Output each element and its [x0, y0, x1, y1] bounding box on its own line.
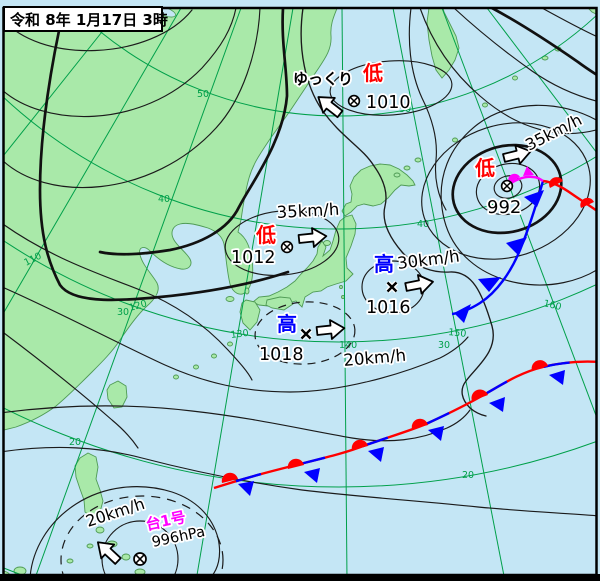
- lat-label: 40: [158, 194, 170, 205]
- ryukyu-island: [193, 364, 199, 370]
- izu-island: [339, 285, 343, 289]
- lon-label: 160: [542, 298, 562, 313]
- typhoon-center-icon: [133, 552, 147, 566]
- kuril-island: [393, 172, 401, 178]
- kuril-island: [414, 157, 422, 163]
- bottom-bar: [0, 574, 600, 581]
- island: [86, 543, 94, 549]
- high-symbol-label: 高: [374, 252, 394, 276]
- kyushu: [239, 299, 261, 331]
- luzon: [74, 452, 104, 518]
- system-symbols: [90, 88, 534, 569]
- high-center-icon: [299, 327, 313, 341]
- occluded-front: [505, 166, 544, 188]
- lat-label: 50: [399, 104, 411, 115]
- low-center-icon: [280, 240, 294, 254]
- high-1018-dashed-ring: [254, 301, 356, 365]
- island: [66, 558, 74, 564]
- low-symbol-label: 低: [362, 61, 383, 85]
- lat-label: 20: [69, 437, 81, 448]
- pressure-value: 1010: [366, 93, 411, 113]
- pressure-value: 992: [487, 197, 521, 218]
- island: [95, 526, 105, 534]
- ryukyu-island: [173, 374, 179, 380]
- sado: [323, 240, 331, 246]
- shikoku: [265, 296, 294, 311]
- title-box: 令和 8年 1月17日 3時: [3, 6, 168, 32]
- cold-front: [451, 180, 545, 323]
- speed-label: 35km/h: [276, 200, 340, 222]
- speed-label: ゆっくり: [293, 70, 353, 88]
- kuril-island: [541, 55, 549, 61]
- stationary-front: [213, 360, 597, 496]
- lon-label: 140: [339, 340, 357, 351]
- typhoon-wind-area-circle: [60, 495, 224, 576]
- lon-label: 130: [230, 328, 249, 341]
- cheju: [225, 296, 235, 302]
- lat-label: 50: [197, 89, 209, 100]
- lat-label: 20: [462, 470, 474, 481]
- chart-date-title: 令和 8年 1月17日 3時: [10, 11, 168, 29]
- kuril-island: [482, 102, 488, 108]
- lat-label: 30: [117, 307, 129, 318]
- taiwan: [106, 380, 128, 409]
- low-center-icon: [347, 94, 361, 108]
- high-symbol-label: 高: [277, 312, 297, 336]
- kuril-island: [403, 165, 411, 171]
- lon-label: 150: [448, 327, 467, 340]
- pressure-value: 1012: [231, 248, 276, 268]
- low-symbol-label: 低: [474, 156, 495, 180]
- high-center-icon: [385, 280, 399, 294]
- fronts: [213, 166, 597, 496]
- pressure-value: 1018: [259, 345, 304, 365]
- island: [121, 553, 131, 561]
- ryukyu-island: [211, 353, 217, 359]
- ryukyu-island: [227, 341, 233, 347]
- low-symbol-label: 低: [255, 223, 276, 247]
- grid-labels: 50 50 40 40 30 30 20 20 110 120 130 140 …: [22, 89, 562, 481]
- lat-label: 30: [438, 340, 450, 351]
- kuril-island: [452, 137, 458, 143]
- lat-label: 40: [417, 219, 429, 230]
- warm-front: [542, 177, 597, 213]
- low-center-icon: [500, 179, 514, 193]
- kuril-island: [512, 75, 518, 81]
- pressure-value: 1016: [366, 298, 411, 318]
- isobars: [3, 7, 597, 576]
- lon-label: 120: [128, 298, 148, 314]
- asia-continent: [3, 7, 339, 431]
